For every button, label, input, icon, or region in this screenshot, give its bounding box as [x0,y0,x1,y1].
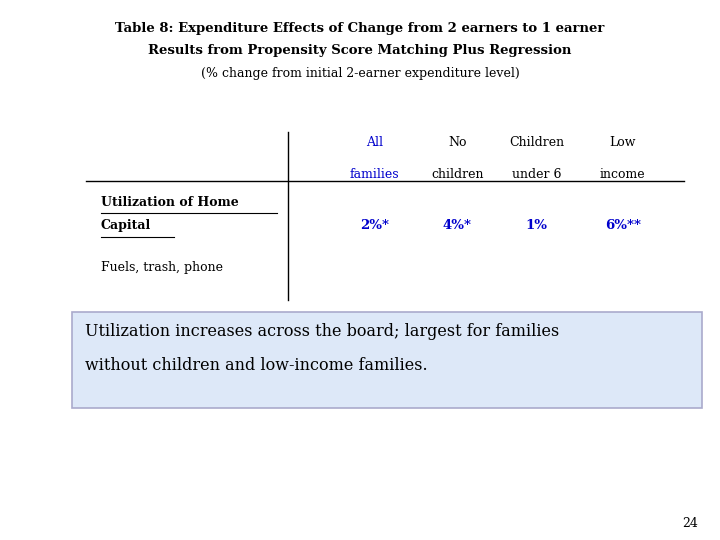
Text: Children: Children [509,136,564,148]
Text: Table 8: Expenditure Effects of Change from 2 earners to 1 earner: Table 8: Expenditure Effects of Change f… [115,22,605,35]
Text: All: All [366,136,383,148]
Text: income: income [600,168,646,181]
Text: children: children [431,168,483,181]
Text: without children and low-income families.: without children and low-income families… [85,357,428,374]
Text: families: families [350,168,399,181]
Text: 4%*: 4%* [443,219,472,232]
Text: Fuels, trash, phone: Fuels, trash, phone [101,261,222,274]
Text: 1%: 1% [526,219,547,232]
Text: (% change from initial 2-earner expenditure level): (% change from initial 2-earner expendit… [201,67,519,80]
FancyBboxPatch shape [72,312,702,408]
Text: Low: Low [610,136,636,148]
Text: Results from Propensity Score Matching Plus Regression: Results from Propensity Score Matching P… [148,44,572,57]
Text: Utilization of Home: Utilization of Home [101,196,238,209]
Text: 24: 24 [683,517,698,530]
Text: Capital: Capital [101,219,151,232]
Text: No: No [448,136,467,148]
Text: under 6: under 6 [512,168,561,181]
Text: 2%*: 2%* [360,219,389,232]
Text: 6%**: 6%** [605,219,641,232]
Text: Utilization increases across the board; largest for families: Utilization increases across the board; … [85,323,559,340]
